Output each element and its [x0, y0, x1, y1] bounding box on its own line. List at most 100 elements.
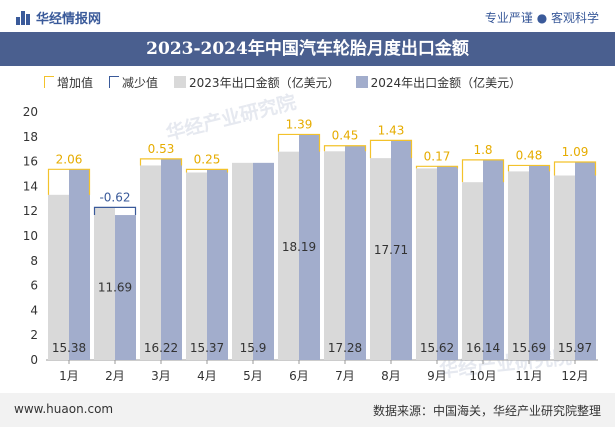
value-label-2024: 17.28 — [328, 341, 362, 355]
bar-2023 — [370, 158, 391, 360]
bar-2023 — [140, 165, 161, 360]
legend-label-2024: 2024年出口金额（亿美元） — [370, 75, 522, 90]
legend-item-increase: 增加值 — [44, 74, 93, 91]
increase-marker-icon — [44, 76, 54, 88]
y-tick-label: 16 — [23, 155, 38, 169]
bar-2023 — [94, 207, 115, 360]
title-bar: 2023-2024年中国汽车轮胎月度出口金额 — [0, 32, 615, 66]
bar-2024 — [575, 161, 596, 360]
x-tick-label: 8月 — [381, 369, 401, 383]
series-2023-swatch — [174, 76, 187, 88]
value-label-2024: 15.62 — [420, 341, 454, 355]
legend-item-2023: 2023年出口金额（亿美元） — [174, 74, 340, 91]
change-label: 1.43 — [378, 123, 405, 137]
legend-item-2024: 2024年出口金额（亿美元） — [355, 74, 522, 91]
increase-bracket — [461, 159, 505, 183]
value-label-2024: 15.9 — [240, 341, 267, 355]
bar-2024 — [207, 169, 228, 360]
x-tick-label: 12月 — [561, 369, 588, 383]
footer: www.huaon.com 数据来源：中国海关，华经产业研究院整理 — [0, 393, 615, 427]
bar-2023 — [48, 194, 69, 360]
chart-legend: 增加值 减少值 2023年出口金额（亿美元） 2024年出口金额（亿美元） — [44, 72, 537, 92]
increase-bracket — [415, 165, 459, 169]
change-label: 0.48 — [516, 148, 543, 162]
change-label: 0.45 — [332, 129, 359, 143]
bar-2024 — [391, 140, 412, 360]
brand-name: 华经情报网 — [36, 12, 102, 27]
bar-2023 — [324, 151, 345, 360]
brand-logo-icon — [16, 10, 30, 25]
bar-2024 — [253, 162, 274, 360]
legend-item-decrease: 减少值 — [109, 74, 158, 91]
change-label: 1.8 — [473, 143, 492, 157]
x-tick-label: 4月 — [197, 369, 217, 383]
y-tick-label: 12 — [23, 204, 38, 218]
website-link[interactable]: www.huaon.com — [14, 402, 114, 416]
watermark-2: 华经产业研究院 — [438, 345, 573, 382]
tagline: 专业严谨 ● 客观科学 — [484, 11, 599, 25]
increase-bracket — [323, 145, 367, 152]
bar-2024 — [115, 215, 136, 360]
x-tick-label: 9月 — [427, 369, 447, 383]
y-tick-label: 14 — [23, 179, 38, 193]
bar-2024 — [483, 159, 504, 360]
x-tick-label: 1月 — [59, 369, 79, 383]
y-tick-label: 10 — [23, 229, 38, 243]
bar-2023 — [462, 182, 483, 360]
value-label-2024: 15.38 — [52, 341, 86, 355]
value-label-2024: 16.14 — [466, 341, 500, 355]
change-label: 1.39 — [286, 117, 313, 131]
value-label-2024: 11.69 — [98, 281, 132, 295]
value-label-2024: 15.69 — [512, 341, 546, 355]
bar-2024 — [299, 134, 320, 360]
increase-bracket — [47, 168, 91, 195]
change-label: 0.25 — [194, 152, 221, 166]
increase-bracket — [369, 139, 413, 159]
value-label-2024: 17.71 — [374, 243, 408, 257]
decrease-bracket — [93, 206, 137, 216]
chart-title: 2023-2024年中国汽车轮胎月度出口金额 — [146, 39, 469, 59]
decrease-marker-icon — [109, 76, 120, 88]
legend-label-increase: 增加值 — [57, 75, 94, 90]
change-label: 1.09 — [562, 145, 589, 159]
brand[interactable]: 华经情报网 — [16, 8, 101, 27]
y-tick-label: 8 — [30, 254, 38, 268]
bar-2024 — [529, 165, 550, 360]
legend-label-2023: 2023年出口金额（亿美元） — [189, 75, 340, 90]
bar-2024 — [161, 158, 182, 360]
x-tick-label: 10月 — [469, 369, 496, 383]
x-tick-label: 7月 — [335, 369, 355, 383]
y-tick-label: 18 — [23, 130, 38, 144]
x-tick-label: 11月 — [515, 369, 542, 383]
change-label: -0.62 — [99, 190, 130, 204]
data-source: 数据来源：中国海关，华经产业研究院整理 — [372, 404, 601, 418]
bar-2023 — [554, 175, 575, 360]
x-tick-label: 6月 — [289, 369, 309, 383]
value-label-2024: 15.97 — [558, 341, 592, 355]
x-tick-label: 5月 — [243, 369, 263, 383]
series-2024-swatch — [355, 76, 368, 88]
increase-bracket — [553, 161, 597, 176]
x-tick-label: 2月 — [105, 369, 125, 383]
increase-bracket — [507, 164, 551, 172]
x-tick-label: 3月 — [151, 369, 171, 383]
y-tick-label: 20 — [23, 105, 38, 119]
y-tick-label: 4 — [30, 303, 38, 317]
y-tick-label: 2 — [30, 328, 38, 342]
change-label: 0.53 — [148, 142, 175, 156]
value-label-2024: 18.19 — [282, 240, 316, 254]
bar-2023 — [508, 171, 529, 360]
increase-bracket — [185, 168, 229, 173]
y-tick-label: 0 — [30, 353, 38, 367]
increase-bracket — [277, 133, 321, 152]
bar-2023 — [278, 151, 299, 360]
bar-2024 — [345, 145, 366, 360]
legend-label-decrease: 减少值 — [122, 75, 159, 90]
value-label-2024: 15.37 — [190, 341, 224, 355]
bar-2023 — [186, 172, 207, 360]
increase-bracket — [139, 158, 183, 166]
bar-2024 — [69, 169, 90, 360]
y-tick-label: 6 — [30, 279, 38, 293]
change-label: 2.06 — [56, 152, 83, 166]
